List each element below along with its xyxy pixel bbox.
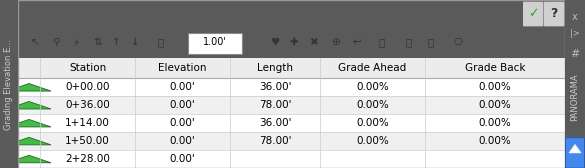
Text: ⚡: ⚡ bbox=[72, 37, 79, 47]
Text: 0.00%: 0.00% bbox=[356, 100, 389, 110]
Text: Station: Station bbox=[69, 63, 106, 73]
Text: ♥: ♥ bbox=[270, 37, 280, 47]
Text: 0.00%: 0.00% bbox=[356, 118, 389, 128]
Bar bbox=[18, 96, 565, 114]
Text: Grading Elevation E...: Grading Elevation E... bbox=[5, 38, 13, 130]
Text: 0+00.00: 0+00.00 bbox=[66, 82, 110, 92]
Bar bbox=[188, 32, 242, 53]
Text: ⊕: ⊕ bbox=[331, 37, 340, 47]
FancyBboxPatch shape bbox=[566, 138, 584, 168]
Text: 78.00': 78.00' bbox=[259, 136, 291, 146]
Text: 0.00': 0.00' bbox=[170, 136, 195, 146]
Text: 1+14.00: 1+14.00 bbox=[65, 118, 110, 128]
Text: ⚲: ⚲ bbox=[53, 37, 60, 47]
Text: ↩: ↩ bbox=[353, 37, 362, 47]
Polygon shape bbox=[7, 101, 51, 109]
Polygon shape bbox=[7, 83, 51, 91]
Text: ↑: ↑ bbox=[112, 37, 121, 47]
Text: ?: ? bbox=[550, 7, 558, 20]
Text: 0.00%: 0.00% bbox=[356, 136, 389, 146]
Text: ⎘: ⎘ bbox=[378, 37, 385, 47]
FancyBboxPatch shape bbox=[543, 2, 565, 26]
Text: PANORAMA: PANORAMA bbox=[570, 74, 580, 121]
Text: ✚: ✚ bbox=[290, 37, 298, 47]
Bar bbox=[18, 150, 565, 168]
Text: 0.00%: 0.00% bbox=[479, 100, 511, 110]
Text: ↖: ↖ bbox=[30, 37, 39, 47]
Polygon shape bbox=[7, 119, 51, 127]
Polygon shape bbox=[7, 155, 51, 163]
Text: 36.00': 36.00' bbox=[259, 118, 291, 128]
Text: 78.00': 78.00' bbox=[259, 100, 291, 110]
Text: ⎗: ⎗ bbox=[406, 37, 412, 47]
Text: 0.00%: 0.00% bbox=[479, 82, 511, 92]
Text: 0.00': 0.00' bbox=[170, 118, 195, 128]
Text: ✖: ✖ bbox=[309, 37, 318, 47]
Text: 1.00': 1.00' bbox=[203, 37, 227, 47]
Bar bbox=[18, 78, 565, 96]
Text: ⎙: ⎙ bbox=[157, 37, 163, 47]
Text: Grade Ahead: Grade Ahead bbox=[338, 63, 407, 73]
Bar bbox=[18, 114, 565, 132]
Text: #: # bbox=[570, 49, 580, 59]
Text: 0.00': 0.00' bbox=[170, 100, 195, 110]
FancyBboxPatch shape bbox=[522, 2, 543, 26]
Text: Length: Length bbox=[257, 63, 293, 73]
Text: ⇅: ⇅ bbox=[93, 37, 102, 47]
Text: ⎕: ⎕ bbox=[428, 37, 434, 47]
Polygon shape bbox=[569, 144, 581, 153]
Text: 0.00%: 0.00% bbox=[479, 118, 511, 128]
Text: 0.00': 0.00' bbox=[170, 82, 195, 92]
Text: 1+50.00: 1+50.00 bbox=[65, 136, 110, 146]
Bar bbox=[18, 132, 565, 150]
Text: 36.00': 36.00' bbox=[259, 82, 291, 92]
Text: ↓: ↓ bbox=[131, 37, 140, 47]
Text: 2+28.00: 2+28.00 bbox=[65, 154, 110, 164]
Text: ✓: ✓ bbox=[528, 7, 538, 20]
Polygon shape bbox=[7, 137, 51, 145]
Text: 0.00': 0.00' bbox=[170, 154, 195, 164]
Bar bbox=[18, 58, 565, 78]
Text: ⎔: ⎔ bbox=[454, 37, 463, 47]
Text: 0+36.00: 0+36.00 bbox=[65, 100, 110, 110]
Text: 0.00%: 0.00% bbox=[356, 82, 389, 92]
Text: |>: |> bbox=[570, 29, 580, 38]
Text: Elevation: Elevation bbox=[159, 63, 207, 73]
Text: 0.00%: 0.00% bbox=[479, 136, 511, 146]
Text: Grade Back: Grade Back bbox=[464, 63, 525, 73]
Text: x: x bbox=[572, 12, 578, 22]
